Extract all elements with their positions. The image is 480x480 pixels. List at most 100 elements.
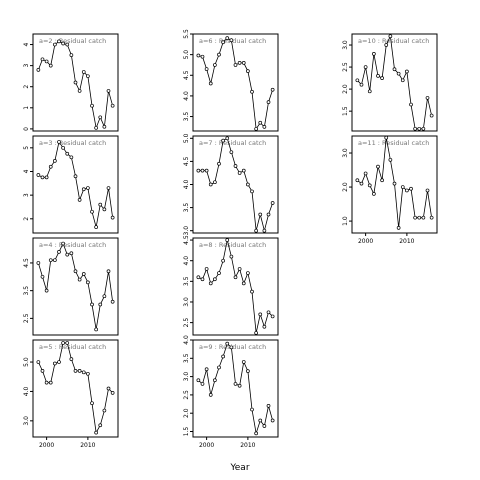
data-point [196,53,201,58]
data-point [233,382,238,386]
panel-title: a=4 : Residual catch [39,241,106,249]
data-point [90,302,94,307]
data-point [81,187,86,192]
data-point [233,275,238,280]
data-point [266,100,271,104]
x-tick-label: 2000 [199,442,214,449]
data-point [65,151,70,156]
data-point [355,78,360,83]
data-point [94,430,98,435]
panel-frame [192,339,279,438]
data-point [102,294,107,299]
data-point [40,274,45,279]
y-tick-label: 4.0 [23,386,30,396]
data-point [254,127,258,131]
data-point [221,258,225,263]
series-line [37,40,114,130]
data-point [65,341,70,345]
data-point [372,51,376,56]
y-tick-label: 3.0 [23,416,30,426]
data-point [77,198,82,202]
panel: 2.5 3.0 3.5 4.0 4.5 a=8 : Residual catch [183,235,279,336]
data-point [69,357,74,361]
data-point [90,209,94,214]
y-tick-label: 4 [23,42,30,46]
data-point [380,178,384,183]
data-point [77,277,82,282]
y-tick-label: 4 [23,169,30,173]
data-point [237,61,242,65]
data-point [57,140,61,144]
data-point [258,418,263,423]
data-point [400,185,405,189]
panel: 3.0 3.5 4.0 4.5 5.0 a=7 : Residual catch [183,133,279,235]
panel-title: a=2 : Residual catch [39,37,106,45]
y-tick-label: 3.0 [342,148,349,158]
data-point [225,238,230,242]
data-point [196,168,201,173]
panel-title: a=8 : Residual catch [199,241,266,249]
data-point [262,424,267,428]
data-point [204,267,209,271]
data-point [110,299,115,304]
y-tick-label: 2.5 [342,62,349,72]
data-point [73,174,78,179]
data-point [396,71,401,76]
panel-frame [192,135,279,234]
data-point [246,182,250,187]
data-point [246,271,250,275]
data-point [250,189,254,194]
panel-title: a=5 : Residual catch [39,343,106,351]
series-line [198,239,273,334]
data-point [36,261,41,265]
data-point [388,157,393,162]
data-point [73,369,78,373]
data-point [363,171,368,176]
data-point [98,202,103,207]
data-point [250,89,254,94]
data-point [36,173,41,177]
y-tick-label: 2.5 [23,313,30,323]
y-tick-label: 2.0 [342,84,349,94]
data-point [429,113,434,118]
data-point [225,136,230,141]
data-point [48,63,53,68]
x-tick-label: 2000 [358,238,373,245]
data-point [429,215,434,220]
y-tick-label: 1 [23,106,30,110]
data-point [106,386,111,391]
data-point [241,281,246,286]
y-tick-label: 5 [23,146,30,150]
data-point [405,69,409,74]
data-point [359,82,364,87]
data-point [229,150,234,155]
data-point [196,275,201,280]
data-point [204,67,209,71]
data-point [217,365,221,370]
y-tick-label: 3.5 [183,112,190,122]
data-point [254,331,258,335]
y-tick-label: 0 [23,127,30,131]
data-point [73,80,78,85]
data-point [246,369,250,373]
data-point [102,124,107,129]
panel: 2.5 3.5 4.5 a=4 : Residual catch [23,237,119,336]
y-tick-label: 2.0 [183,408,190,418]
data-point [421,126,426,131]
data-point [40,57,45,62]
y-tick-label: 1.5 [342,106,349,116]
data-point [409,102,413,107]
y-tick-label: 3 [23,64,30,68]
data-point [367,89,372,94]
data-point [262,125,267,129]
data-point [44,175,49,180]
data-point [229,38,234,43]
y-tick-label: 3.5 [23,286,30,296]
data-point [400,78,405,83]
data-point [98,115,103,120]
data-point [61,41,65,46]
panel-frame [32,33,119,132]
data-point [44,380,49,385]
data-point [61,145,65,150]
